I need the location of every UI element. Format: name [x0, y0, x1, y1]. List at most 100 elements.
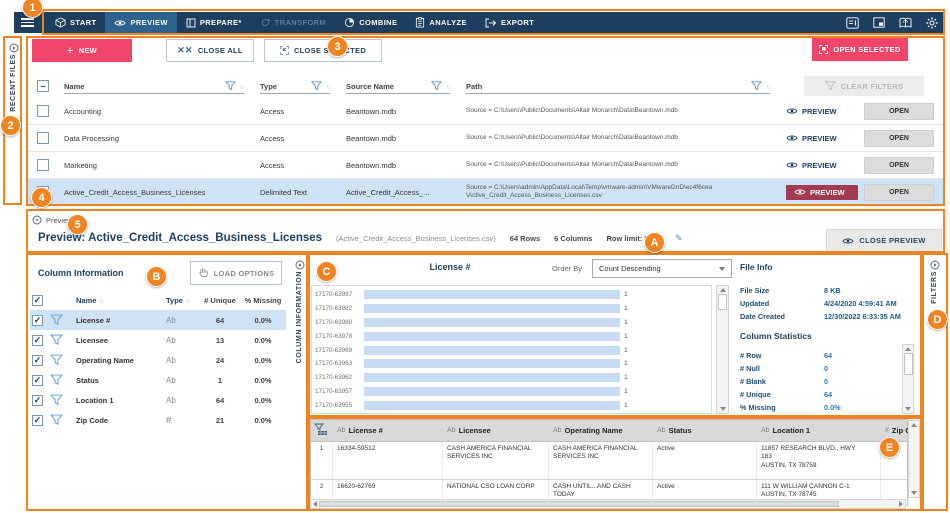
select-all-columns-checkbox[interactable]: ✓ — [32, 294, 43, 306]
preview-link[interactable]: PREVIEW — [786, 134, 864, 143]
clear-filters-button[interactable]: CLEAR FILTERS — [804, 76, 924, 96]
close-preview-button[interactable]: CLOSE PREVIEW — [826, 229, 942, 252]
new-button[interactable]: + NEW — [32, 39, 132, 62]
column-checkbox[interactable]: ✓ — [32, 374, 43, 386]
close-all-button[interactable]: ✕✕ CLOSE ALL — [166, 39, 254, 62]
sort-icon[interactable]: ↑↓ — [240, 85, 245, 91]
ci-header-name[interactable]: Name ↑↓ — [76, 295, 104, 305]
filter-icon[interactable] — [311, 81, 322, 91]
tab-preview[interactable]: PREVIEW — [105, 12, 177, 33]
bar-row[interactable]: 17170-63982 1 — [315, 304, 628, 314]
load-options-button[interactable]: LOAD OPTIONS — [190, 261, 282, 285]
table-row[interactable]: Data Processing Access Beantown.mdb Sour… — [28, 125, 944, 152]
pin-icon[interactable] — [295, 257, 305, 270]
preview-link[interactable]: PREVIEW — [786, 107, 864, 116]
bar-row[interactable]: 17170-63978 1 — [315, 331, 628, 341]
open-selected-button[interactable]: ■ OPEN SELECTED — [812, 38, 908, 61]
table-row-selected[interactable]: ✓ Active_Credit_Access_Business_Licenses… — [28, 179, 944, 206]
preview-link-active[interactable]: PREVIEW — [786, 184, 858, 200]
column-information-tab[interactable]: COLUMN INFORMATION — [292, 257, 307, 417]
column-row[interactable]: ✓ Licensee Ab 13 0.0% — [32, 334, 272, 346]
grid-header-operating[interactable]: Ab Operating Name — [553, 426, 623, 435]
sort-icon[interactable]: ↑↓ — [446, 85, 451, 91]
filter-icon[interactable] — [50, 354, 76, 366]
tab-combine[interactable]: COMBINE — [335, 12, 406, 33]
filter-icon[interactable] — [431, 81, 442, 91]
filter-icon[interactable] — [50, 374, 76, 386]
window-layout-icon[interactable] — [873, 17, 885, 28]
preview-section-toggle[interactable]: Preview — [32, 215, 73, 225]
order-by-dropdown[interactable]: Count Descending — [592, 259, 732, 278]
ci-header-type[interactable]: Type ↑↓ — [166, 295, 190, 305]
row-checkbox[interactable] — [37, 132, 49, 144]
grid-row[interactable]: 1 16334-59512 CASH AMERICA FINANCIAL SER… — [310, 442, 909, 480]
tab-start[interactable]: START — [46, 12, 105, 33]
file-info-scrollbar[interactable] — [902, 344, 914, 414]
column-row[interactable]: ✓ Zip Code # 21 0.0% — [32, 414, 272, 426]
chart-scrollbar[interactable] — [716, 285, 729, 414]
column-checkbox[interactable]: ✓ — [32, 314, 43, 326]
column-row[interactable]: ✓ Location 1 Ab 64 0.0% — [32, 394, 272, 406]
sort-icon[interactable]: ↑↓ — [326, 85, 331, 91]
learning-guide-icon[interactable] — [899, 17, 912, 29]
file-info-title: File Info — [740, 262, 773, 272]
column-checkbox[interactable]: ✓ — [32, 414, 43, 426]
recent-files-tab-label: RECENT FILES — [10, 54, 17, 112]
grid-vertical-scrollbar[interactable] — [908, 420, 920, 498]
close-selected-button[interactable]: × CLOSE SELECTED — [264, 39, 382, 62]
pin-icon[interactable] — [930, 257, 940, 270]
filter-icon[interactable] — [751, 81, 762, 91]
bar-row[interactable]: 17170-63955 1 — [315, 400, 628, 410]
select-all-checkbox[interactable]: – — [37, 80, 49, 92]
open-button[interactable]: OPEN — [864, 129, 934, 147]
grid-header-location[interactable]: Ab Location 1 — [761, 426, 811, 435]
row-checkbox[interactable] — [37, 159, 49, 171]
table-row[interactable]: Marketing Access Beantown.mdb Source = C… — [28, 152, 944, 179]
filter-icon[interactable] — [50, 394, 76, 406]
grid-filter-icon[interactable] — [314, 423, 333, 439]
filters-tab-label: FILTERS — [931, 271, 938, 304]
grid-header-license[interactable]: Ab License # — [337, 426, 383, 435]
column-row[interactable]: ✓ Operating Name Ab 24 0.0% — [32, 354, 272, 366]
column-checkbox[interactable]: ✓ — [32, 334, 43, 346]
open-button[interactable]: OPEN — [864, 183, 934, 201]
column-row-selected[interactable]: ✓ License # Ab 64 0.0% — [30, 310, 286, 330]
grid-horizontal-scrollbar[interactable] — [310, 499, 906, 509]
pin-icon[interactable] — [9, 40, 19, 53]
filter-icon[interactable] — [50, 314, 76, 326]
preview-link[interactable]: PREVIEW — [786, 161, 864, 170]
filter-icon[interactable] — [225, 81, 236, 91]
info-panel-icon[interactable] — [846, 16, 859, 29]
column-row[interactable]: ✓ Status Ab 1 0.0% — [32, 374, 272, 386]
bar-row[interactable]: 17170-63957 1 — [315, 386, 628, 396]
grid-header-zip[interactable]: #Zip Co — [885, 426, 909, 435]
bar-row[interactable]: 17170-63987 1 — [315, 290, 628, 300]
bar-row[interactable]: 17170-63969 1 — [315, 345, 628, 355]
tab-analyze[interactable]: ANALYZE — [406, 12, 476, 33]
filter-icon[interactable] — [50, 334, 76, 346]
bar-row[interactable]: 17170-63980 1 — [315, 317, 628, 327]
grid-header-licensee[interactable]: Ab Licensee — [447, 426, 491, 435]
table-row[interactable]: Accounting Access Beantown.mdb Source = … — [28, 98, 944, 125]
edit-row-limit-icon[interactable]: ✎ — [675, 233, 683, 243]
sort-icon[interactable]: ↑↓ — [766, 85, 771, 91]
tab-export[interactable]: EXPORT — [476, 12, 543, 33]
column-header-path[interactable]: Path ↑↓ — [466, 78, 771, 94]
column-header-name[interactable]: Name ↑↓ — [64, 78, 245, 94]
tab-prepare[interactable]: PREPARE* — [177, 12, 251, 33]
hamburger-menu-icon[interactable] — [21, 18, 34, 27]
column-header-type[interactable]: Type ↑↓ — [260, 78, 331, 94]
settings-gear-icon[interactable] — [926, 17, 938, 29]
annotation-5: 5 — [67, 214, 88, 235]
column-checkbox[interactable]: ✓ — [32, 354, 43, 366]
column-header-source[interactable]: Source Name ↑↓ — [346, 78, 451, 94]
open-button[interactable]: OPEN — [864, 156, 934, 174]
bar-row[interactable]: 17170-63963 1 — [315, 359, 628, 369]
row-checkbox[interactable] — [37, 105, 49, 117]
close-selected-icon: × — [279, 46, 289, 55]
grid-header-status[interactable]: Ab Status — [657, 426, 692, 435]
bar-row[interactable]: 17170-63962 1 — [315, 373, 628, 383]
filter-icon[interactable] — [50, 414, 76, 426]
column-checkbox[interactable]: ✓ — [32, 394, 43, 406]
open-button[interactable]: OPEN — [864, 102, 934, 120]
